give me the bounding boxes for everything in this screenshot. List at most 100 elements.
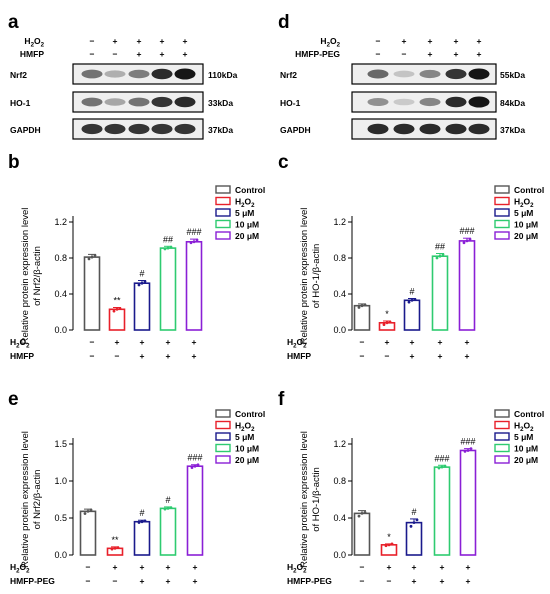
panel-letter: e (8, 389, 19, 410)
blot-panel-d: d H2O2 − + + + + HMFP-PEG − − + + + Nrf2 55kDa HO-1 84kD… (278, 12, 525, 140)
treatment-sign: + (410, 337, 415, 347)
molecular-weight: 37kDa (500, 125, 525, 135)
bar (83, 256, 101, 331)
y-tick-label: 1.2 (333, 217, 346, 227)
panel-letter: b (8, 152, 20, 173)
data-point (438, 254, 442, 258)
data-point (143, 519, 147, 523)
blot-band (104, 123, 126, 135)
chart-panel-c: c 0.0 0.4 0.8 1.2 Relative protein expression… (278, 152, 544, 361)
legend-swatch (494, 432, 510, 441)
legend-label: H2O2 (235, 421, 255, 434)
data-point (360, 511, 364, 515)
data-point (468, 237, 472, 241)
treatment-sign: + (465, 351, 470, 361)
treatment-label: HMFP-PEG (10, 576, 55, 586)
legend-swatch (215, 185, 231, 194)
blot-band (468, 96, 490, 108)
bar (186, 465, 204, 556)
blot-band (367, 69, 389, 79)
y-tick-label: 0.4 (333, 513, 346, 523)
molecular-weight: 84kDa (500, 98, 525, 108)
treatment-sign: + (140, 337, 145, 347)
panel-letter: d (278, 12, 290, 33)
treatment-sign: + (140, 576, 145, 586)
treatment-sign: − (113, 576, 118, 586)
data-point (115, 307, 119, 311)
protein-label: GAPDH (10, 125, 41, 135)
y-tick-label: 0.0 (333, 550, 346, 560)
data-point (190, 466, 194, 470)
blot-band (393, 98, 415, 106)
treatment-sign: + (466, 576, 471, 586)
protein-label: Nrf2 (10, 70, 27, 80)
treatment-sign: + (140, 351, 145, 361)
legend-label: 20 μM (514, 231, 538, 241)
y-tick-label: 0.8 (333, 476, 346, 486)
treatment-label: H2O2 (10, 337, 30, 350)
blot-band (419, 97, 441, 107)
y-axis-label: Relative protein expression level (20, 208, 31, 345)
data-point (360, 304, 364, 308)
treatment-sign: + (454, 49, 459, 59)
treatment-sign: + (193, 562, 198, 572)
blot-band (151, 96, 173, 108)
y-tick-label: 1.2 (333, 439, 346, 449)
blot-band (468, 68, 490, 80)
treatment-sign: + (438, 351, 443, 361)
data-point (116, 546, 120, 549)
significance-marker: # (139, 269, 144, 279)
data-point (463, 450, 467, 453)
treatment-sign: − (90, 36, 95, 46)
blot-panel-a: a H2O2 − + + + + HMFP − − + + + Nrf2 110kDa HO-1 33kDa GA… (8, 12, 238, 140)
legend-label: Control (235, 409, 265, 419)
treatment-sign: + (385, 337, 390, 347)
legend-label: 5 μM (514, 208, 533, 218)
data-point (409, 524, 413, 528)
data-point (469, 447, 473, 451)
blot-band (128, 123, 150, 135)
data-point (390, 542, 394, 546)
significance-marker: ### (434, 453, 449, 463)
legend-label: 20 μM (514, 455, 538, 465)
data-point (140, 520, 144, 524)
data-point (143, 280, 147, 283)
chart-panel-f: f 0.0 0.4 0.8 1.2 Relative protein expression… (278, 389, 544, 586)
legend-swatch (494, 196, 510, 206)
treatment-sign: + (115, 337, 120, 347)
bar (159, 507, 177, 556)
treatment-sign: + (387, 562, 392, 572)
data-point (388, 320, 392, 324)
molecular-weight: 55kDa (500, 70, 525, 80)
data-point (192, 240, 196, 244)
treatment-sign: + (166, 351, 171, 361)
treatment-sign: + (140, 562, 145, 572)
y-tick-label: 0.5 (54, 513, 67, 523)
legend-swatch (494, 409, 510, 418)
treatment-sign: − (90, 49, 95, 59)
data-point (140, 281, 144, 285)
y-axis-label: of HO-1/β-actin (311, 244, 322, 309)
treatment-sign: + (183, 49, 188, 59)
blot-band (419, 69, 441, 79)
treatment-sign: + (410, 351, 415, 361)
treatment-sign: − (402, 49, 407, 59)
data-point (410, 298, 414, 302)
bar (353, 304, 371, 331)
data-point (163, 247, 167, 251)
legend-label: 5 μM (235, 432, 254, 442)
treatment-sign: + (113, 562, 118, 572)
molecular-weight: 33kDa (208, 98, 233, 108)
treatment-sign: + (412, 576, 417, 586)
data-point (443, 464, 447, 468)
treatment-sign: + (454, 36, 459, 46)
significance-marker: # (411, 507, 416, 517)
data-point (112, 309, 116, 313)
blot-band (419, 123, 441, 135)
treatment-sign: + (166, 576, 171, 586)
data-point (163, 507, 167, 511)
blot-band (445, 96, 467, 108)
data-point (189, 241, 193, 245)
treatment-label: HMFP-PEG (295, 49, 340, 59)
data-point (407, 300, 411, 304)
